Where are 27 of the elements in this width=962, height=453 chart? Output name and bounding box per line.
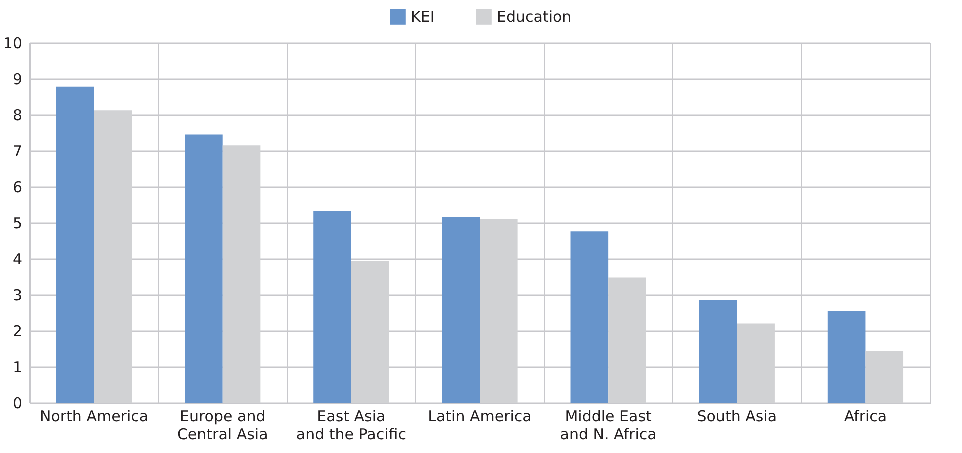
y-tick-label: 8 bbox=[12, 106, 22, 124]
y-tick-label: 5 bbox=[12, 214, 22, 232]
bar bbox=[56, 86, 94, 403]
bar bbox=[314, 211, 352, 403]
bar bbox=[442, 217, 480, 403]
x-tick-label: East Asia and the Pacific bbox=[296, 408, 406, 444]
legend-label: Education bbox=[497, 8, 572, 26]
x-tick-label: Europe and Central Asia bbox=[177, 408, 268, 444]
bar bbox=[828, 311, 866, 403]
bar bbox=[570, 232, 609, 403]
y-tick-label: 7 bbox=[12, 142, 22, 160]
y-tick-label: 0 bbox=[12, 394, 22, 412]
x-tick-label: North America bbox=[40, 408, 149, 426]
y-tick-label: 3 bbox=[12, 286, 22, 304]
y-tick-label: 2 bbox=[12, 322, 22, 340]
x-tick-label: Africa bbox=[844, 408, 888, 426]
y-tick-label: 6 bbox=[12, 178, 22, 196]
bar bbox=[185, 134, 223, 403]
legend-label: KEI bbox=[411, 8, 435, 26]
y-tick-label: 1 bbox=[12, 358, 22, 376]
y-tick-label: 10 bbox=[3, 34, 22, 52]
y-tick-label: 9 bbox=[12, 70, 22, 88]
y-tick-label: 4 bbox=[12, 250, 22, 268]
x-tick-label: South Asia bbox=[697, 408, 778, 426]
x-tick-label: Latin America bbox=[428, 408, 532, 426]
bar bbox=[699, 300, 738, 403]
x-tick-label: Middle East and N. Africa bbox=[560, 408, 657, 444]
